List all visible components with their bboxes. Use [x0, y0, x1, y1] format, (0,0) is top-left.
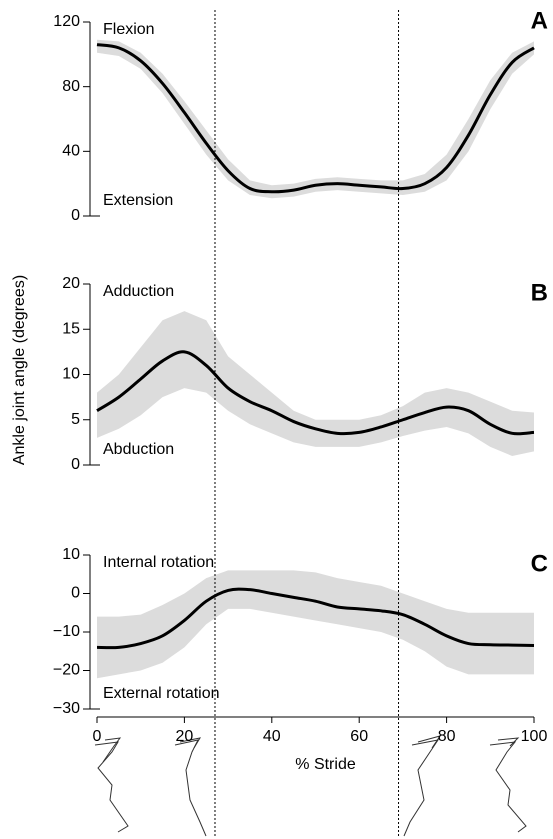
- annotation: Extension: [103, 192, 173, 209]
- y-tick-label: 0: [71, 456, 80, 473]
- x-tick-label: 0: [93, 728, 102, 745]
- x-tick-label: 60: [350, 728, 368, 745]
- y-tick-label: 40: [62, 143, 80, 160]
- annotation: Internal rotation: [103, 554, 214, 571]
- sd-band: [97, 39, 534, 199]
- y-tick-label: 80: [62, 78, 80, 95]
- panel-letter: C: [531, 550, 548, 577]
- annotation: External rotation: [103, 685, 220, 702]
- x-tick-label: 40: [263, 728, 281, 745]
- annotation: Adduction: [103, 283, 174, 300]
- sd-band: [97, 570, 534, 679]
- y-tick-label: 10: [62, 366, 80, 383]
- mean-line: [96, 43, 535, 194]
- x-tick-label: 100: [521, 728, 548, 745]
- y-tick-label: 0: [71, 207, 80, 224]
- y-axis-label: Ankle joint angle (degrees): [11, 275, 28, 465]
- x-tick-label: 20: [176, 728, 194, 745]
- panel-letter: B: [531, 279, 548, 306]
- skeleton-icons: [94, 735, 527, 837]
- y-tick-label: −30: [53, 700, 80, 717]
- y-tick-label: 10: [62, 546, 80, 563]
- annotation: Abduction: [103, 441, 174, 458]
- panel-letter: A: [531, 7, 548, 34]
- y-tick-label: 120: [53, 13, 80, 30]
- y-tick-label: 15: [62, 320, 80, 337]
- y-tick-label: 0: [71, 585, 80, 602]
- y-tick-label: −20: [53, 662, 80, 679]
- y-tick-label: −10: [53, 623, 80, 640]
- y-tick-label: 5: [71, 411, 80, 428]
- annotation: Flexion: [103, 21, 155, 38]
- mean-line: [96, 350, 535, 436]
- x-axis-label: % Stride: [295, 756, 356, 773]
- sd-band: [97, 311, 534, 456]
- y-tick-label: 20: [62, 275, 80, 292]
- mean-line: [96, 587, 535, 650]
- x-tick-label: 80: [438, 728, 456, 745]
